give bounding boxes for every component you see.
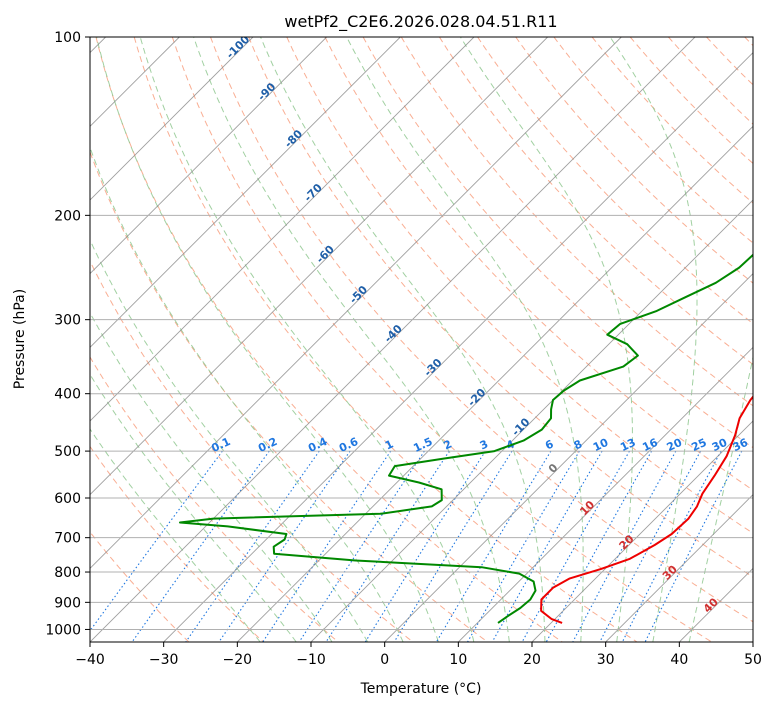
x-tick-label: 40 xyxy=(670,652,688,668)
moist-adiabat-line xyxy=(609,37,698,642)
x-axis-label: Temperature (°C) xyxy=(360,681,482,697)
dry-adiabat-line xyxy=(477,37,753,325)
dewpoint-profile-line xyxy=(179,253,753,624)
isotherm-line xyxy=(384,273,753,642)
mixing-ratio-label: 16 xyxy=(640,436,660,454)
chart-title: wetPf2_C2E6.2026.028.04.51.R11 xyxy=(284,12,557,32)
isotherm-line xyxy=(605,494,753,642)
mixing-ratio-label: 10 xyxy=(591,436,611,454)
moist-adiabat-line xyxy=(193,37,510,642)
isotherm-line xyxy=(531,420,753,642)
isotherm-line xyxy=(90,37,696,642)
x-tick-label: −20 xyxy=(223,652,253,668)
x-tick-label: 10 xyxy=(449,652,467,668)
mixing-ratio-line xyxy=(298,450,425,642)
dry-adiabat-line xyxy=(210,37,753,623)
dry-adiabat-line xyxy=(171,37,712,642)
x-tick-label: 20 xyxy=(523,652,541,668)
dry-adiabat-line xyxy=(95,37,563,642)
dry-adiabat-line xyxy=(133,37,638,642)
moist-adiabat-line xyxy=(90,311,333,642)
moist-adiabat-line xyxy=(90,373,297,642)
moist-adiabat-line xyxy=(96,37,439,642)
y-tick-label: 700 xyxy=(54,531,81,547)
isotherm-line xyxy=(90,37,622,569)
y-tick-label: 300 xyxy=(54,313,81,329)
isotherm-line xyxy=(163,52,753,642)
dry-adiabat-line xyxy=(438,37,753,366)
y-tick-label: 500 xyxy=(54,444,81,460)
temperature-profile-line xyxy=(540,395,753,624)
mixing-ratio-label: 20 xyxy=(665,436,685,454)
isotherm-line xyxy=(237,125,753,642)
isotherm-line xyxy=(90,37,475,422)
isotherm-line xyxy=(90,37,401,348)
mixing-ratio-line xyxy=(644,450,743,642)
dry-adiabat-line xyxy=(90,445,264,642)
background-lines xyxy=(90,37,753,642)
y-tick-label: 600 xyxy=(54,491,81,507)
isotherm-line xyxy=(90,37,548,496)
mixing-ratio-label: 36 xyxy=(731,436,751,454)
mixing-ratio-line xyxy=(599,450,701,642)
y-axis-label: Pressure (hPa) xyxy=(12,289,28,389)
mixing-ratio-line xyxy=(545,450,653,642)
x-tick-label: 0 xyxy=(380,652,389,668)
axes: −40 −30 −20 −10 0 10 20 30 40 50 100 200 300 400 500 60… xyxy=(45,30,762,668)
moist-adiabat-line xyxy=(688,354,753,642)
x-tick-label: −10 xyxy=(296,652,326,668)
mixing-ratio-label: 30 xyxy=(710,436,730,454)
dry-adiabat-line xyxy=(324,37,753,491)
x-tick-label: 30 xyxy=(597,652,615,668)
x-tick-label: 50 xyxy=(744,652,762,668)
moist-adiabat-line xyxy=(260,37,546,642)
y-tick-label: 100 xyxy=(54,30,81,46)
mixing-ratio-line xyxy=(262,450,392,642)
mixing-ratio-label: 25 xyxy=(689,436,708,454)
dry-adiabat-line xyxy=(90,150,488,642)
isotherm-line xyxy=(90,37,254,201)
isotherm-line xyxy=(458,346,753,642)
moist-adiabat-line xyxy=(139,37,475,642)
plot-frame xyxy=(89,36,754,643)
y-tick-label: 900 xyxy=(54,595,81,611)
mixing-ratio-line xyxy=(621,450,722,642)
y-tick-label: 1000 xyxy=(45,622,81,638)
y-tick-label: 200 xyxy=(54,208,81,224)
y-tick-label: 800 xyxy=(54,565,81,581)
dry-adiabat-line xyxy=(248,37,753,578)
moist-adiabat-line xyxy=(90,145,404,642)
mixing-ratio-line xyxy=(90,450,223,632)
moist-adiabat-line xyxy=(346,37,584,642)
dry-adiabat-line xyxy=(90,356,339,642)
moist-adiabat-line xyxy=(90,238,369,642)
isotherm-line xyxy=(310,199,753,642)
mixing-ratio-label: 13 xyxy=(618,436,637,454)
x-tick-label: −40 xyxy=(75,652,105,668)
mixing-ratio-line xyxy=(521,450,630,642)
isotherm-line xyxy=(90,37,327,275)
mixing-ratio-line xyxy=(185,450,320,642)
moist-adiabat-line xyxy=(90,428,261,642)
profile-lines xyxy=(179,253,753,624)
mixing-ratio-line xyxy=(218,450,351,642)
x-tick-label: −30 xyxy=(149,652,179,668)
y-tick-label: 400 xyxy=(54,387,81,403)
